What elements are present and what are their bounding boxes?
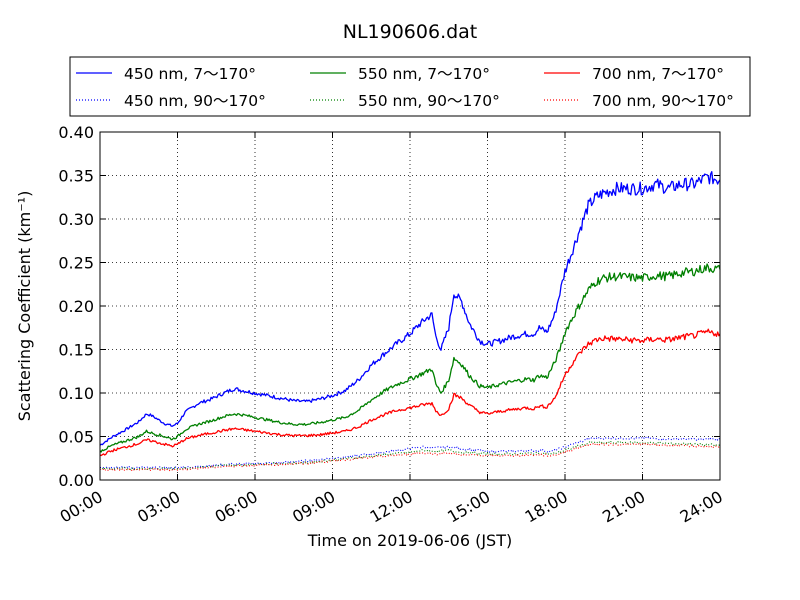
y-tick-label: 0.25 [58, 254, 94, 273]
series-line-2 [99, 263, 721, 453]
series-line-5 [99, 442, 721, 472]
y-tick-label: 0.05 [58, 428, 94, 447]
chart-title: NL190606.dat [343, 21, 478, 43]
y-tick-label: 0.10 [58, 384, 94, 403]
series-line-1 [99, 436, 721, 470]
legend-items: 450 nm, 7～170° 450 nm, 90～170° 550 nm, 7～1… [76, 65, 734, 110]
legend-frame [69, 56, 751, 117]
legend-label-0: 450 nm, 7～170° [124, 65, 256, 83]
legend-label-2: 550 nm, 7～170° [358, 65, 490, 83]
y-tick-label: 0.20 [58, 297, 94, 316]
x-axis-label: Time on 2019-06-06 (JST) [307, 531, 512, 550]
y-tick-label: 0.15 [58, 341, 94, 360]
legend-label-5: 700 nm, 90～170° [592, 92, 734, 110]
legend: 450 nm, 7～170° 450 nm, 90～170° 550 nm, 7～1… [69, 56, 751, 117]
legend-label-4: 700 nm, 7～170° [592, 65, 724, 83]
legend-label-1: 450 nm, 90～170° [124, 92, 266, 110]
series-layer [99, 171, 721, 472]
legend-label-3: 550 nm, 90～170° [358, 92, 500, 110]
y-tick-label: 0.00 [58, 471, 94, 490]
grid [100, 132, 720, 480]
y-tick-label: 0.40 [58, 123, 94, 142]
y-axis-label: Scattering Coefficient (km⁻¹) [15, 191, 34, 422]
y-tick-label: 0.35 [58, 167, 94, 186]
series-line-0 [99, 171, 721, 446]
series-line-4 [99, 328, 721, 457]
y-tick-label: 0.30 [58, 210, 94, 229]
